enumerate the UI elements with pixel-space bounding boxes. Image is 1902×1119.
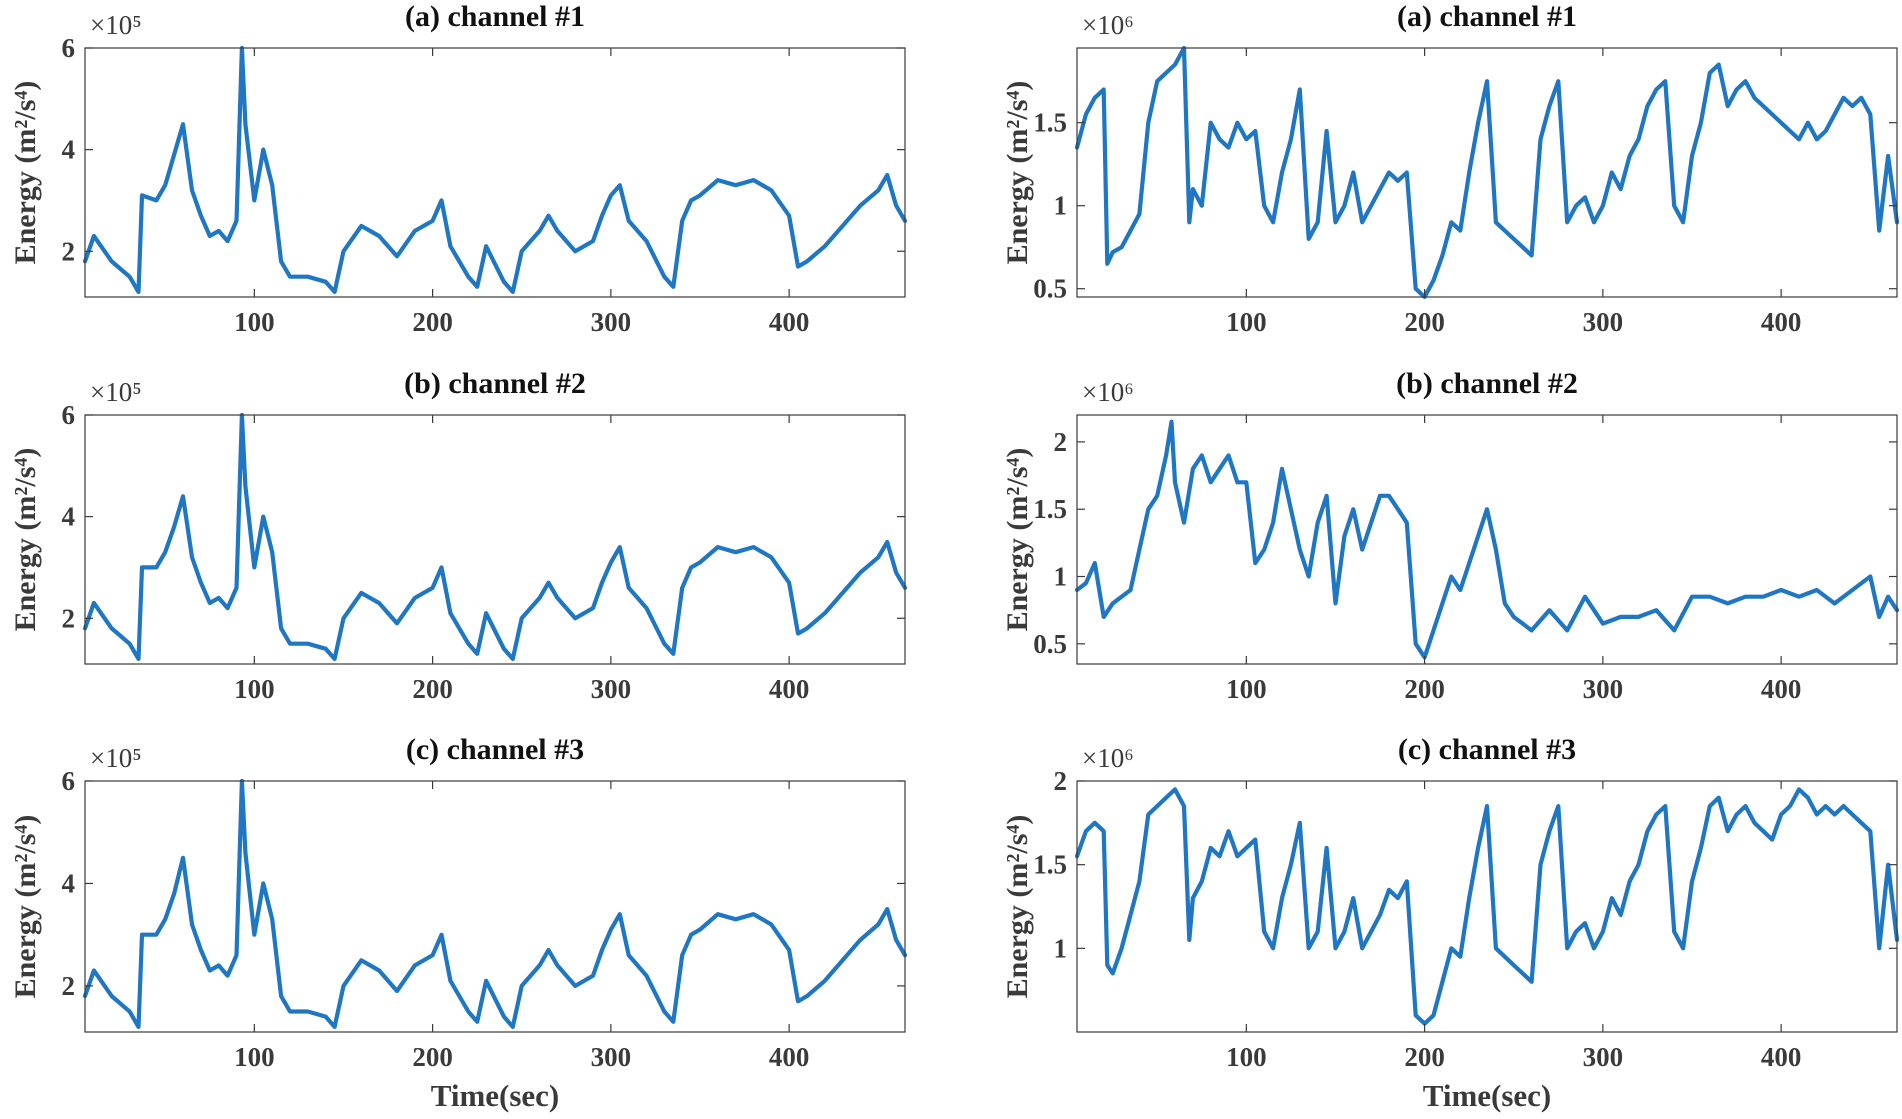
y-tick-label: 0.5	[1033, 629, 1067, 659]
y-tick-label: 2	[62, 236, 76, 266]
x-tick-label: 300	[1583, 1042, 1624, 1072]
subplot-4: 100 200 300 400 0.5 1 1.5 2 ×10⁶ (b) channel #2 En…	[1001, 367, 1900, 704]
subplot-6: 100 200 300 400 1 1.5 2 ×10⁶ (c) channel #3 Energ…	[1001, 733, 1900, 1113]
axes-box	[1076, 47, 1898, 298]
y-multiplier: ×10⁶	[1082, 377, 1134, 407]
x-tick-label: 100	[1226, 674, 1267, 704]
y-tick-label: 6	[62, 400, 76, 430]
y-tick-label: 1.5	[1033, 850, 1067, 880]
y-multiplier: ×10⁵	[90, 377, 142, 407]
y-tick-label: 6	[62, 33, 76, 63]
axes-box	[1076, 414, 1898, 665]
subplot-5: 100 200 300 400 2 4 6 ×10⁵ (c) channel #3 Energy …	[9, 733, 908, 1113]
axes-box	[1076, 780, 1898, 1033]
y-multiplier: ×10⁶	[1082, 743, 1134, 773]
y-tick-label: 2	[62, 971, 76, 1001]
subplot-1: 100 200 300 400 2 4 6 ×10⁵ (a) channel #1 Energy …	[9, 0, 908, 337]
series-line	[1074, 787, 1900, 1026]
subplot-title: (c) channel #3	[1398, 733, 1576, 766]
subplot-title: (b) channel #2	[1396, 367, 1578, 400]
y-tick-label: 0.5	[1033, 274, 1067, 304]
y-tick-label: 1.5	[1033, 494, 1067, 524]
y-multiplier: ×10⁶	[1082, 10, 1134, 40]
y-axis-label: Energy (m²/s⁴)	[1001, 815, 1034, 999]
x-tick-label: 300	[1583, 674, 1624, 704]
y-tick-label: 1	[1054, 933, 1068, 963]
x-tick-label: 300	[591, 307, 632, 337]
series-line	[1074, 45, 1900, 300]
subplot-title: (b) channel #2	[404, 367, 586, 400]
x-tick-label: 400	[769, 1042, 810, 1072]
x-tick-label: 100	[1226, 1042, 1267, 1072]
x-tick-label: 100	[234, 307, 275, 337]
y-tick-label: 1.5	[1033, 108, 1067, 138]
y-tick-label: 2	[1054, 766, 1068, 796]
x-tick-label: 200	[1404, 307, 1445, 337]
x-tick-label: 300	[1583, 307, 1624, 337]
series-line	[1074, 419, 1900, 660]
subplot-title: (a) channel #1	[1397, 0, 1577, 33]
y-axis-label: Energy (m²/s⁴)	[9, 448, 42, 632]
series-line	[82, 45, 908, 294]
y-axis-label: Energy (m²/s⁴)	[9, 81, 42, 265]
x-tick-label: 100	[234, 674, 275, 704]
x-tick-label: 200	[1404, 674, 1445, 704]
subplot-title: (a) channel #1	[405, 0, 585, 33]
y-axis-label: Energy (m²/s⁴)	[1001, 448, 1034, 632]
y-tick-label: 2	[62, 603, 76, 633]
y-axis-label: Energy (m²/s⁴)	[1001, 81, 1034, 265]
x-tick-label: 400	[1761, 307, 1802, 337]
x-tick-label: 300	[591, 674, 632, 704]
axes-box	[84, 47, 906, 298]
x-tick-label: 200	[412, 307, 453, 337]
y-multiplier: ×10⁵	[90, 743, 142, 773]
subplot-3: 100 200 300 400 2 4 6 ×10⁵ (b) channel #2 Energy …	[9, 367, 908, 704]
series-line	[82, 412, 908, 662]
axes-box	[84, 414, 906, 665]
x-tick-label: 200	[412, 674, 453, 704]
y-tick-label: 2	[1054, 427, 1068, 457]
y-tick-label: 1	[1054, 562, 1068, 592]
x-tick-label: 300	[591, 1042, 632, 1072]
x-tick-label: 400	[769, 674, 810, 704]
y-tick-label: 4	[62, 502, 76, 532]
x-tick-label: 400	[1761, 674, 1802, 704]
y-tick-label: 4	[62, 868, 76, 898]
y-multiplier: ×10⁵	[90, 10, 142, 40]
series-line	[82, 778, 908, 1030]
x-tick-label: 400	[1761, 1042, 1802, 1072]
subplot-title: (c) channel #3	[406, 733, 584, 766]
x-tick-label: 400	[769, 307, 810, 337]
x-tick-label: 200	[1404, 1042, 1445, 1072]
y-tick-label: 4	[62, 135, 76, 165]
plots-container: 100 200 300 400 2 4 6 ×10⁵ (a) channel #1 Energy …	[9, 0, 1900, 1113]
x-axis-label: Time(sec)	[1423, 1078, 1552, 1113]
y-axis-label: Energy (m²/s⁴)	[9, 815, 42, 999]
x-tick-label: 100	[234, 1042, 275, 1072]
subplot-2: 100 200 300 400 0.5 1 1.5 ×10⁶ (a) channel #1 Ene…	[1001, 0, 1900, 337]
y-tick-label: 6	[62, 766, 76, 796]
x-tick-label: 200	[412, 1042, 453, 1072]
x-axis-label: Time(sec)	[431, 1078, 560, 1113]
y-tick-label: 1	[1054, 191, 1068, 221]
axes-box	[84, 780, 906, 1033]
x-tick-label: 100	[1226, 307, 1267, 337]
